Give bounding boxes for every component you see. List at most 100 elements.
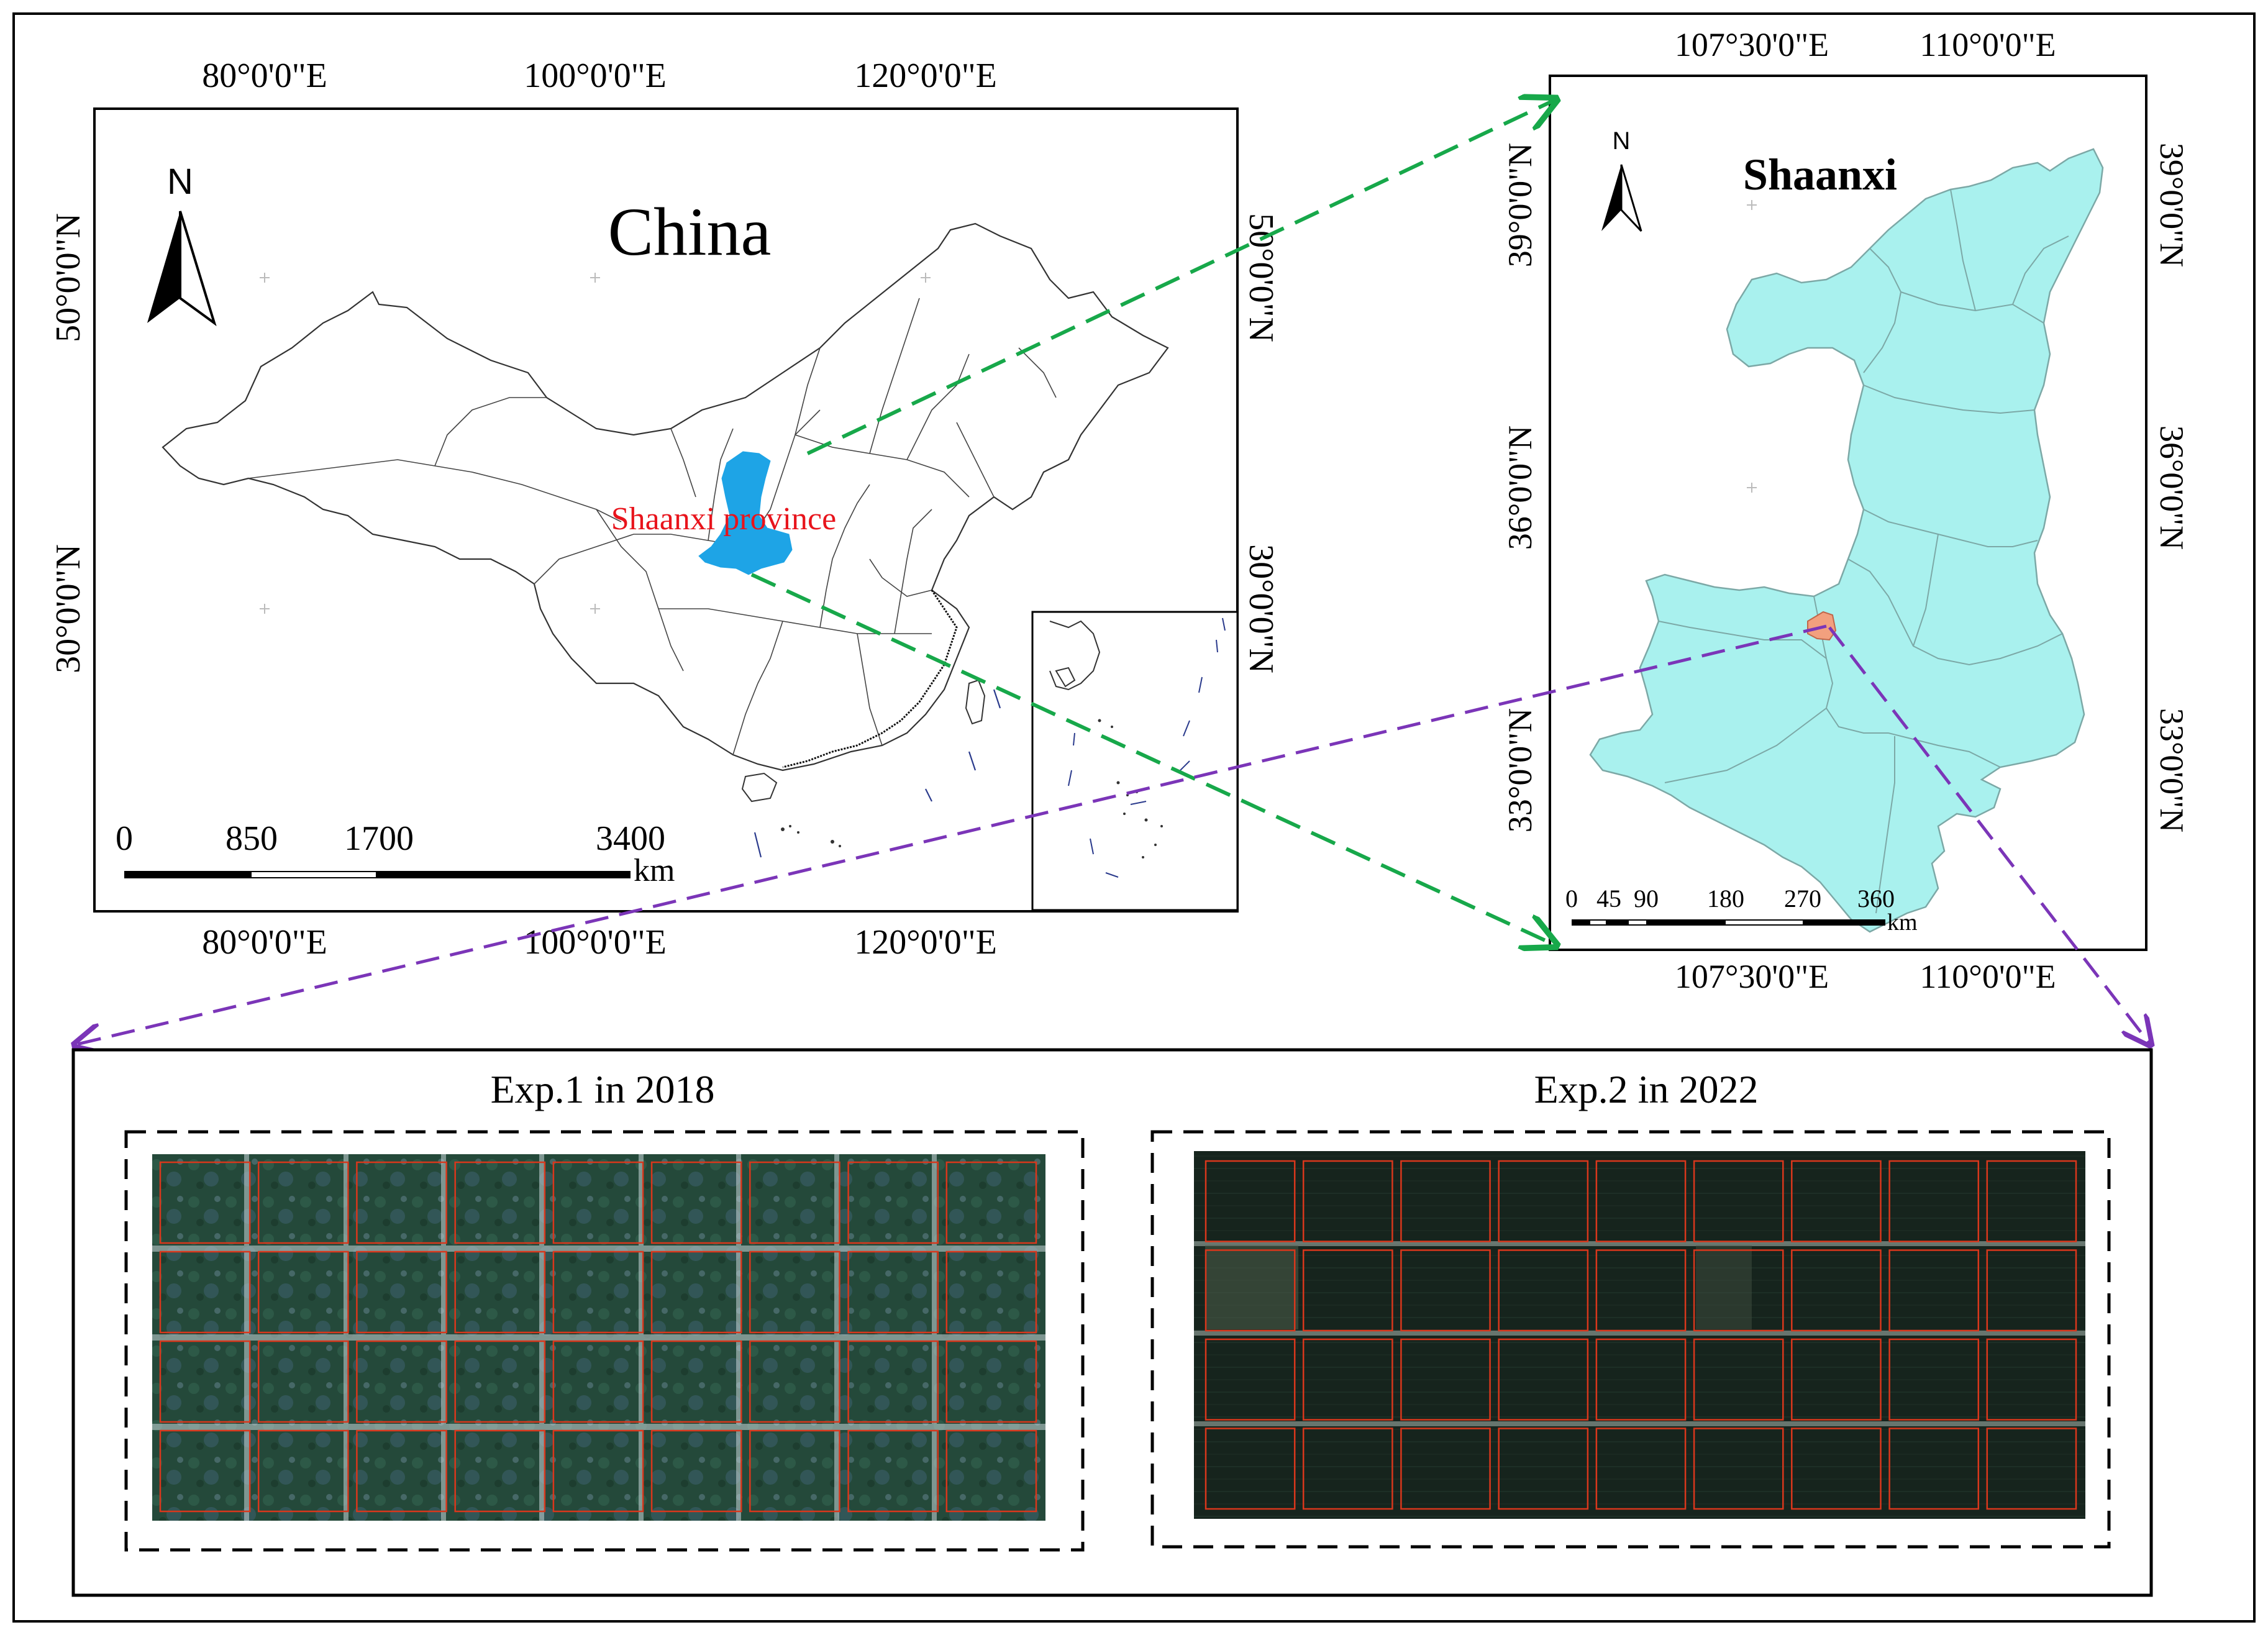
plot-outline [159,1429,251,1513]
purple-arrow-right [1828,626,2151,1045]
plot-outline [454,1250,546,1334]
plot-outline [257,1161,349,1244]
china-scale-label-2: 1700 [344,819,414,858]
exp2-title: Exp.2 in 2022 [1534,1067,1759,1111]
shaanxi-left-lat-2: 33°0'0"N [1501,708,1539,832]
shaanxi-scale-label-3: 180 [1707,885,1744,913]
plot-outline [159,1250,251,1334]
plot-outline [847,1340,939,1423]
plot-outline [356,1161,447,1244]
south-china-sea-inset [1031,611,1239,911]
plot-outline [1595,1160,1687,1242]
shaanxi-scale-label-1: 45 [1596,885,1621,913]
plot-outline [159,1340,251,1423]
china-scale-label-3: 3400 [596,819,665,858]
inset-dash-line [1068,617,1226,878]
china-top-lon-0: 80°0'0"E [202,57,327,95]
shaanxi-highlight [698,451,793,575]
plot-outline [1302,1160,1393,1242]
shaanxi-scale-label-2: 90 [1634,885,1659,913]
shaanxi-map-title: Shaanxi [1743,150,1897,199]
hainan-island [741,772,778,803]
plot-outline [847,1250,939,1334]
shaanxi-right-lat-1: 36°0'0"N [2153,426,2190,550]
shaanxi-north-arrow [1601,164,1642,232]
china-right-lat-1: 30°0'0"N [1242,544,1280,673]
plot-outline [1205,1428,1296,1510]
plot-outline [1791,1249,1882,1332]
shaanxi-map: N Shaanxi 0 45 90 180 270 360 km 107°30'… [1501,26,2190,995]
plot-outline [1986,1160,2077,1242]
china-top-lon-2: 120°0'0"E [854,57,997,95]
plot-outline [356,1429,447,1513]
shaanxi-top-lon-1: 110°0'0"E [1920,26,2056,63]
plot-outline [945,1429,1037,1513]
plot-outline [1791,1428,1882,1510]
green-arrow-top [806,99,1556,455]
plot-outline [749,1161,840,1244]
plot-outline [1400,1338,1491,1421]
plot-outline [1400,1249,1491,1332]
china-top-lon-1: 100°0'0"E [524,57,667,95]
china-coastline [782,590,958,768]
china-grid-crosses [260,273,931,614]
plot-outline [552,1250,644,1334]
outer-frame [12,12,2256,1623]
shaanxi-scale-bar [1572,919,1885,926]
plot-outline [650,1340,742,1423]
inset-hainan [1055,667,1076,688]
shaanxi-bottom-lon-0: 107°30'0"E [1675,958,1829,995]
shaanxi-right-lat-2: 33°0'0"N [2153,708,2190,832]
plot-outline [1986,1249,2077,1332]
shaanxi-scale-label-4: 270 [1784,885,1821,913]
exp1-field-image [152,1154,1045,1521]
plot-outline [1791,1338,1882,1421]
plot-outline [847,1429,939,1513]
plot-outline [1888,1160,1980,1242]
plot-outline [1693,1428,1784,1510]
plot-outline [1498,1160,1589,1242]
china-scale-unit: km [634,853,675,888]
plot-outline [454,1429,546,1513]
exp1-title: Exp.1 in 2018 [491,1067,715,1111]
plot-outline [1400,1428,1491,1510]
china-left-lat-1: 30°0'0"N [49,544,88,673]
green-arrow-bottom [750,573,1556,945]
plot-outline [749,1250,840,1334]
plot-outline [1595,1428,1687,1510]
plot-outline [257,1429,349,1513]
shaanxi-scale-unit: km [1887,909,1918,936]
plot-outline [1498,1428,1589,1510]
plot-outline [1302,1249,1393,1332]
china-map: N China Shaanxi province 0 850 1700 3400… [49,57,1280,962]
china-north-label: N [167,162,193,202]
plot-outline [1498,1338,1589,1421]
china-north-arrow [147,211,217,327]
plot-outline [1595,1338,1687,1421]
plot-outline [1498,1249,1589,1332]
plot-outline [1693,1249,1784,1332]
plot-outline [454,1161,546,1244]
plot-outline [847,1161,939,1244]
china-left-lat-0: 50°0'0"N [49,213,88,342]
shaanxi-outline [1589,148,2104,933]
shaanxi-scale-label-0: 0 [1565,885,1578,913]
plot-outline [945,1250,1037,1334]
plot-outline [1205,1160,1296,1242]
plot-outline [1986,1428,2077,1510]
china-bottom-lon-1: 100°0'0"E [524,923,667,962]
china-bottom-lon-0: 80°0'0"E [202,923,327,962]
plot-outline [1693,1160,1784,1242]
plot-outline [1888,1428,1980,1510]
exp2-plot-grid [1205,1160,2077,1510]
plot-outline [1986,1338,2077,1421]
plot-outline [650,1161,742,1244]
plot-outline [749,1340,840,1423]
china-scale-label-0: 0 [116,819,133,858]
plot-outline [945,1340,1037,1423]
shaanxi-scale-label-5: 360 [1857,885,1895,913]
plot-outline [257,1340,349,1423]
plot-outline [552,1429,644,1513]
plot-outline [1205,1249,1296,1332]
